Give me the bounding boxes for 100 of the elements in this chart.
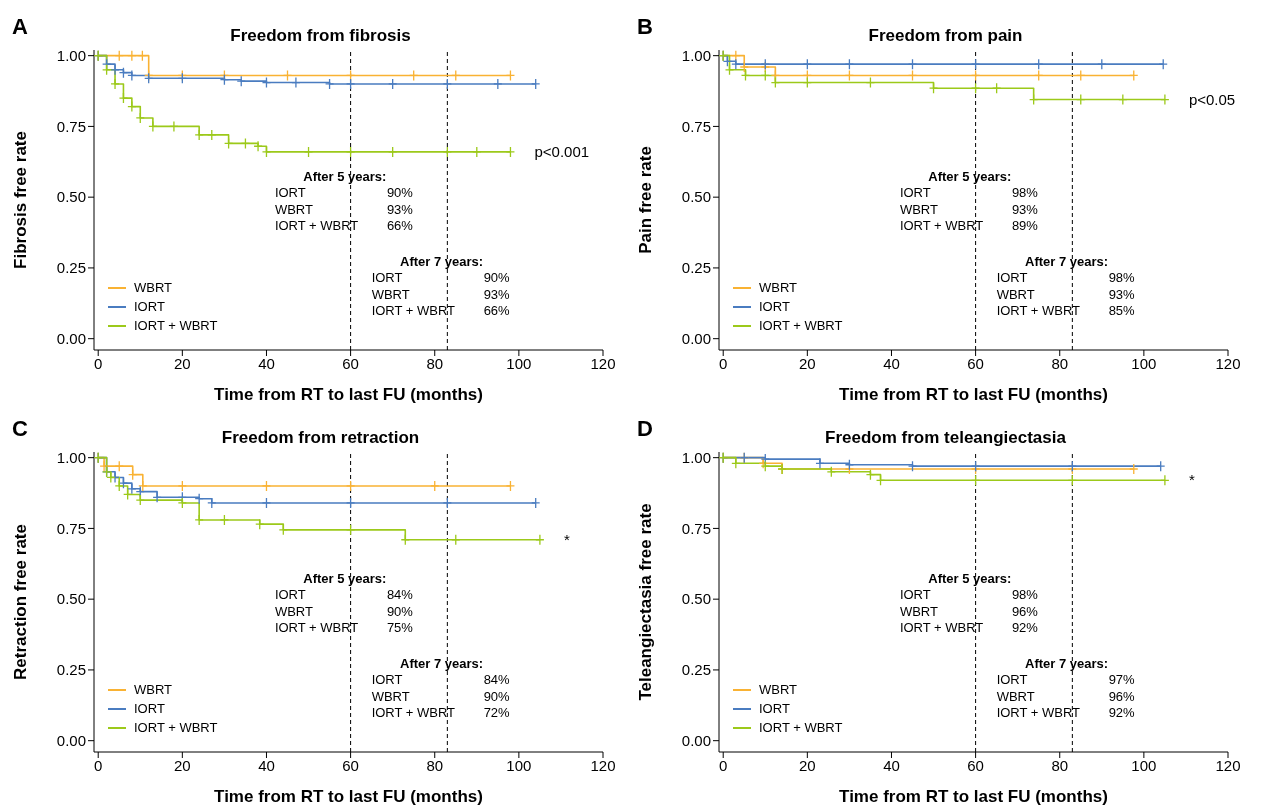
x-tick-label: 0 bbox=[719, 756, 728, 774]
annotation: 92% bbox=[1108, 705, 1135, 722]
annotation: 98% bbox=[1011, 185, 1038, 202]
annotation: 90% bbox=[386, 603, 413, 621]
annotation: After 5 years: bbox=[927, 168, 1013, 186]
x-tick-label: 0 bbox=[94, 354, 103, 372]
x-tick-label: 0 bbox=[719, 354, 728, 372]
annotation: IORT + WBRT bbox=[274, 620, 360, 637]
x-tick-label: 120 bbox=[590, 756, 616, 774]
x-tick-label: 80 bbox=[1051, 756, 1069, 774]
annotation: After 7 years: bbox=[399, 655, 485, 673]
annotation: WBRT bbox=[899, 603, 939, 621]
x-tick-label: 20 bbox=[799, 756, 816, 774]
annotation: WBRT bbox=[371, 286, 411, 304]
annotation: WBRT bbox=[996, 688, 1036, 706]
annotation: 72% bbox=[483, 705, 510, 722]
y-tick-label: 0.75 bbox=[681, 519, 711, 537]
annotation: IORT + WBRT bbox=[996, 303, 1082, 320]
chart-title: Freedom from teleangiectasia bbox=[825, 428, 1066, 447]
annotation: * bbox=[563, 530, 570, 548]
annotation: WBRT bbox=[371, 688, 411, 706]
y-tick-label: 0.00 bbox=[681, 732, 711, 749]
x-tick-label: 120 bbox=[1215, 354, 1241, 372]
legend-label: IORT + WBRT bbox=[759, 317, 843, 335]
y-tick-label: 0.75 bbox=[56, 519, 86, 537]
annotation: 97% bbox=[1108, 672, 1135, 689]
y-axis-title: Retraction free rate bbox=[11, 524, 31, 680]
x-tick-label: 20 bbox=[174, 756, 191, 774]
y-tick-label: 1.00 bbox=[681, 448, 711, 466]
x-axis-title: Time from RT to last FU (months) bbox=[839, 787, 1108, 806]
annotation: 93% bbox=[1108, 286, 1135, 304]
annotation: IORT bbox=[899, 185, 932, 202]
annotation: 98% bbox=[1108, 270, 1135, 287]
annotation: 66% bbox=[386, 218, 413, 235]
legend-label: IORT bbox=[134, 700, 165, 718]
annotation: 93% bbox=[1011, 201, 1038, 219]
annotation: 93% bbox=[483, 286, 510, 304]
annotation: * bbox=[1188, 471, 1195, 489]
annotation: 98% bbox=[1011, 587, 1038, 604]
x-tick-label: 40 bbox=[258, 756, 275, 774]
x-tick-label: 20 bbox=[174, 354, 191, 372]
chart-title: Freedom from pain bbox=[868, 26, 1023, 45]
y-tick-label: 0.00 bbox=[681, 330, 711, 347]
x-tick-label: 120 bbox=[1215, 756, 1241, 774]
annotation: After 7 years: bbox=[1024, 655, 1110, 673]
chart-title: Freedom from fibrosis bbox=[230, 26, 411, 45]
x-tick-label: 40 bbox=[883, 354, 900, 372]
annotation: p<0.001 bbox=[534, 142, 590, 160]
text: C bbox=[12, 416, 28, 442]
legend-label: WBRT bbox=[759, 279, 798, 297]
annotation: p<0.05 bbox=[1188, 90, 1236, 108]
annotation: 84% bbox=[386, 587, 413, 604]
legend-label: IORT bbox=[759, 700, 790, 718]
annotation: After 7 years: bbox=[1024, 253, 1110, 271]
x-tick-label: 120 bbox=[590, 354, 616, 372]
annotation: IORT bbox=[274, 185, 307, 202]
legend-label: IORT bbox=[134, 298, 165, 316]
legend-label: IORT + WBRT bbox=[134, 317, 218, 335]
y-axis-title: Fibrosis free rate bbox=[11, 131, 31, 269]
annotation: 90% bbox=[483, 688, 510, 706]
annotation: 66% bbox=[483, 303, 510, 320]
annotation: 92% bbox=[1011, 620, 1038, 637]
x-tick-label: 40 bbox=[883, 756, 900, 774]
x-tick-label: 60 bbox=[342, 756, 359, 774]
y-tick-label: 0.25 bbox=[56, 259, 86, 277]
annotation: IORT bbox=[996, 672, 1029, 689]
x-axis-title: Time from RT to last FU (months) bbox=[214, 385, 483, 404]
annotation: IORT bbox=[274, 587, 307, 604]
y-tick-label: 0.75 bbox=[681, 117, 711, 135]
text: A bbox=[12, 14, 28, 40]
annotation: 90% bbox=[483, 270, 510, 287]
x-tick-label: 80 bbox=[426, 756, 444, 774]
annotation: 96% bbox=[1011, 603, 1038, 621]
annotation: 89% bbox=[1011, 218, 1038, 235]
x-tick-label: 40 bbox=[258, 354, 275, 372]
annotation: 75% bbox=[386, 620, 413, 637]
annotation: 84% bbox=[483, 672, 510, 689]
y-axis-title: Pain free rate bbox=[636, 146, 656, 254]
text: B bbox=[637, 14, 653, 40]
legend-label: WBRT bbox=[759, 681, 798, 699]
y-tick-label: 0.25 bbox=[681, 259, 711, 277]
y-tick-label: 1.00 bbox=[56, 46, 86, 64]
annotation: IORT bbox=[371, 672, 404, 689]
y-tick-label: 0.50 bbox=[681, 188, 711, 206]
legend-label: IORT + WBRT bbox=[134, 719, 218, 737]
legend-label: IORT + WBRT bbox=[759, 719, 843, 737]
x-tick-label: 80 bbox=[1051, 354, 1069, 372]
annotation: After 5 years: bbox=[927, 570, 1013, 588]
annotation: IORT + WBRT bbox=[899, 620, 985, 637]
annotation: After 5 years: bbox=[302, 168, 388, 186]
annotation: IORT bbox=[899, 587, 932, 604]
annotation: IORT + WBRT bbox=[899, 218, 985, 235]
y-tick-label: 0.00 bbox=[56, 330, 86, 347]
annotation: WBRT bbox=[274, 201, 314, 219]
y-axis-title: Teleangiectasia free rate bbox=[636, 503, 656, 701]
x-axis-title: Time from RT to last FU (months) bbox=[214, 787, 483, 806]
legend-label: WBRT bbox=[134, 681, 173, 699]
y-tick-label: 0.00 bbox=[56, 732, 86, 749]
x-tick-label: 60 bbox=[967, 756, 984, 774]
x-tick-label: 80 bbox=[426, 354, 444, 372]
